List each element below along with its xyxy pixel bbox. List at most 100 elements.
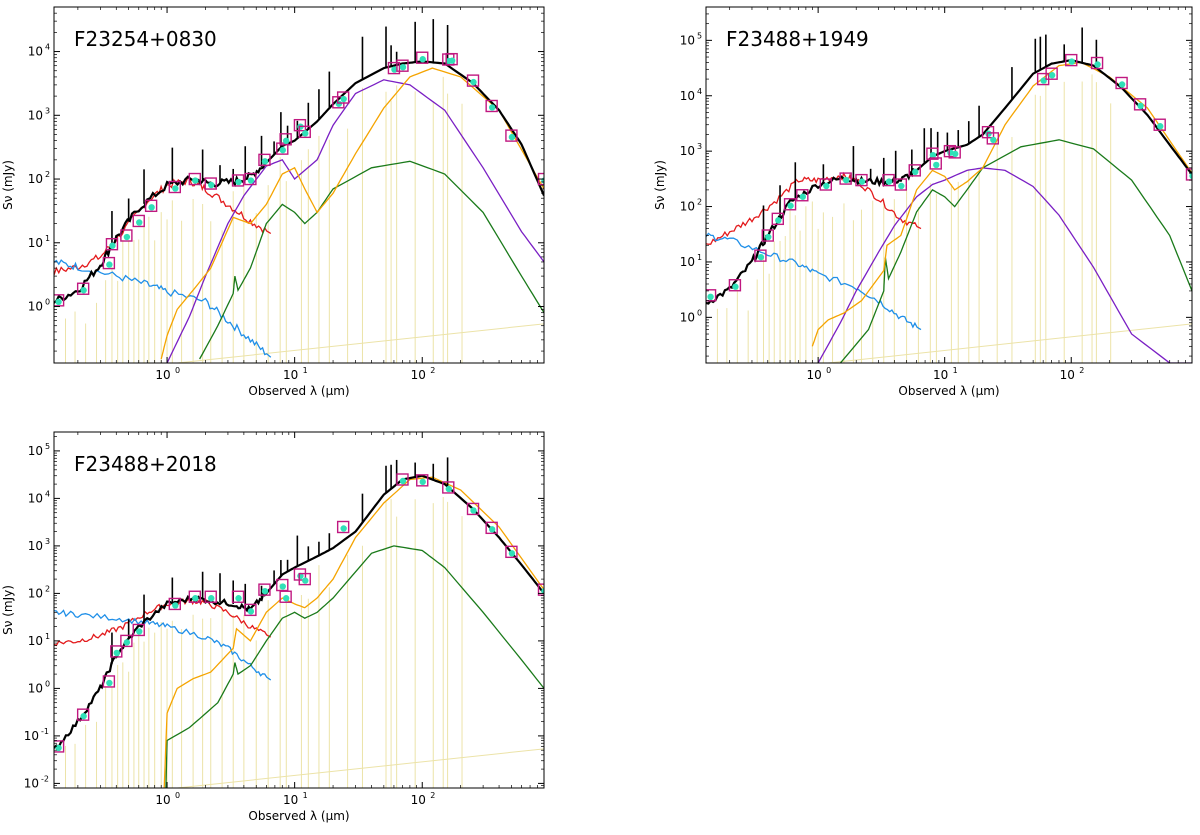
total-emission-spikes bbox=[111, 19, 449, 246]
model-photometry-point bbox=[148, 204, 155, 211]
y-tick-label: 10 bbox=[28, 236, 43, 250]
x-tick-exponent: 0 bbox=[175, 366, 180, 375]
agn-disk-series bbox=[54, 609, 272, 681]
polar-dust-series bbox=[165, 545, 544, 788]
photometry-point bbox=[188, 172, 202, 186]
model-photometry-point bbox=[192, 177, 199, 184]
x-tick-label: 10 bbox=[155, 793, 170, 807]
nebular-continuum bbox=[177, 323, 544, 363]
photometry-point bbox=[754, 249, 767, 262]
photometry-point bbox=[761, 229, 774, 242]
model-photometry-point bbox=[208, 181, 215, 189]
model-photometry-point bbox=[106, 679, 113, 687]
model-photometry-point bbox=[1040, 77, 1047, 84]
sed-panel-f23488-1949: 10 0 10 1 10 210 010 110 210 310 410 5 F23488+1949Ob… bbox=[653, 6, 1193, 398]
y-tick-exponent: 3 bbox=[697, 142, 702, 151]
y-tick-label: 10 bbox=[680, 89, 695, 103]
model-photometry-point bbox=[823, 182, 830, 190]
agn-disk-series bbox=[54, 259, 272, 358]
photometry-point bbox=[1133, 98, 1147, 111]
x-tick-label: 10 bbox=[1060, 368, 1075, 382]
model-photometry-point bbox=[136, 628, 143, 635]
sed-panel-f23254: 10 0 10 1 10 210 010 110 210 310 4 F23254+0830Obser… bbox=[1, 6, 545, 398]
y-tick-label: 10 bbox=[680, 310, 695, 324]
model-photometry-point bbox=[985, 130, 992, 137]
host-obs-series bbox=[706, 171, 922, 245]
x-axis-label: Observed λ (μm) bbox=[898, 384, 999, 398]
model-photometry-point bbox=[123, 233, 131, 241]
model-photometry-point bbox=[952, 150, 959, 158]
photometry-point bbox=[485, 521, 498, 535]
y-tick-exponent: 2 bbox=[697, 198, 702, 207]
model-photometry-point bbox=[172, 602, 179, 609]
panel-title: F23254+0830 bbox=[74, 27, 217, 51]
photometry-point bbox=[1045, 67, 1058, 80]
y-tick-exponent: 0 bbox=[45, 679, 50, 688]
model-photometry-point bbox=[488, 526, 496, 533]
y-tick-label: 10 bbox=[28, 681, 43, 695]
x-tick-exponent: 2 bbox=[430, 366, 435, 375]
photometry-point bbox=[1065, 53, 1078, 67]
sed-panel-f23488-2018: 10 0 10 1 10 210 -210 -110 010 110 210 310 410 5F2348… bbox=[1, 431, 545, 823]
model-photometry-point bbox=[340, 525, 347, 532]
x-tick-label: 10 bbox=[806, 368, 821, 382]
model-photometry-point bbox=[282, 595, 290, 602]
x-tick-label: 10 bbox=[283, 793, 298, 807]
y-tick-exponent: 3 bbox=[45, 106, 50, 115]
y-tick-label: 10 bbox=[28, 444, 43, 458]
y-tick-label: 10 bbox=[680, 200, 695, 214]
photometry-series bbox=[54, 51, 544, 307]
y-tick-exponent: 4 bbox=[697, 87, 702, 96]
photometry-point bbox=[244, 603, 257, 617]
model-photometry-point bbox=[55, 298, 62, 306]
photometry-point bbox=[276, 142, 289, 155]
model-photometry-point bbox=[842, 176, 850, 184]
model-photometry-point bbox=[508, 550, 516, 557]
photometry-point bbox=[1153, 118, 1166, 131]
photometry-point bbox=[105, 237, 119, 251]
y-tick-label: 10 bbox=[680, 144, 695, 158]
agn-disk-series bbox=[706, 232, 922, 331]
panel-title: F23488+2018 bbox=[74, 452, 217, 476]
y-tick-exponent: 5 bbox=[45, 442, 50, 451]
model-photometry-point bbox=[1094, 61, 1101, 68]
photometry-point bbox=[783, 198, 797, 211]
photometry-point bbox=[231, 174, 245, 187]
photometry-point bbox=[132, 623, 145, 637]
photometry-point bbox=[120, 634, 133, 648]
photometry-point bbox=[796, 189, 809, 202]
model-photometry-point bbox=[1048, 72, 1056, 79]
model-photometry-point bbox=[1118, 81, 1126, 88]
photometry-point bbox=[396, 473, 409, 486]
y-tick-exponent: 4 bbox=[45, 489, 50, 498]
model-photometry-point bbox=[302, 577, 309, 584]
model-photometry-point bbox=[192, 595, 199, 602]
model-photometry-point bbox=[113, 649, 120, 657]
model-photometry-point bbox=[302, 130, 309, 137]
model-photometry-point bbox=[933, 161, 940, 169]
photometry-point bbox=[336, 91, 350, 104]
x-tick-exponent: 1 bbox=[953, 366, 958, 375]
model-photometry-point bbox=[335, 100, 343, 107]
y-tick-exponent: -2 bbox=[41, 774, 49, 783]
model-photometry-point bbox=[80, 287, 87, 294]
axes-frame bbox=[53, 431, 545, 789]
photometry-point bbox=[819, 178, 833, 191]
y-tick-label: 10 bbox=[680, 255, 695, 269]
photometry-point bbox=[505, 129, 518, 142]
photometry-series bbox=[706, 53, 1192, 302]
model-photometry-point bbox=[1068, 58, 1075, 65]
y-tick-label: 10 bbox=[680, 33, 695, 47]
model-photometry-point bbox=[508, 133, 516, 141]
photometry-point bbox=[276, 578, 289, 592]
model-photometry-point bbox=[136, 219, 143, 226]
model-photometry-point bbox=[470, 507, 477, 514]
photometry-point bbox=[76, 708, 90, 721]
model-photometry-point bbox=[732, 283, 739, 290]
nebular-continuum bbox=[177, 748, 544, 788]
y-tick-label: 10 bbox=[24, 776, 39, 790]
emission-lines-series bbox=[65, 76, 544, 363]
y-axis-label: Sν (mJy) bbox=[1, 160, 15, 210]
y-tick-exponent: 0 bbox=[697, 308, 702, 317]
photometry-point bbox=[279, 590, 292, 603]
